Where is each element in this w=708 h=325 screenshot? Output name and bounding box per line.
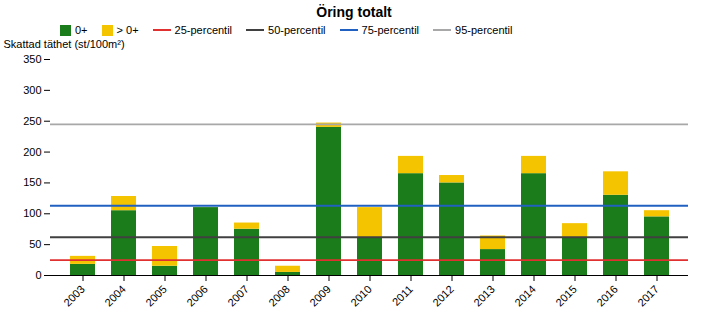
svg-text:2017: 2017 bbox=[635, 283, 661, 309]
svg-text:100: 100 bbox=[23, 207, 41, 219]
svg-text:150: 150 bbox=[23, 176, 41, 188]
html-text:75-percentil: 75-percentil bbox=[361, 24, 419, 36]
html-text:0+: 0+ bbox=[75, 24, 88, 36]
svg-text:2009: 2009 bbox=[307, 283, 333, 309]
svg-text:2012: 2012 bbox=[430, 283, 456, 309]
svg-text:Skattad täthet (st/100m²): Skattad täthet (st/100m²) bbox=[4, 38, 125, 50]
html-text:Öring totalt: Öring totalt bbox=[316, 4, 392, 20]
html-text:> 0+: > 0+ bbox=[116, 24, 139, 36]
svg-text:200: 200 bbox=[23, 146, 41, 158]
svg-text:2005: 2005 bbox=[143, 283, 169, 309]
svg-text:2004: 2004 bbox=[102, 283, 128, 309]
svg-text:2016: 2016 bbox=[594, 283, 620, 309]
html-text:25-percentil: 25-percentil bbox=[174, 24, 233, 36]
svg-text:2013: 2013 bbox=[471, 283, 497, 309]
svg-text:2011: 2011 bbox=[390, 283, 415, 308]
svg-text:2006: 2006 bbox=[184, 283, 210, 309]
svg-text:2008: 2008 bbox=[266, 283, 292, 309]
svg-text:0: 0 bbox=[35, 269, 41, 281]
svg-text:2003: 2003 bbox=[61, 283, 87, 309]
svg-text:250: 250 bbox=[23, 115, 41, 127]
html-text:50-percentil: 50-percentil bbox=[268, 24, 326, 36]
svg-text:300: 300 bbox=[23, 84, 41, 96]
svg-text:2014: 2014 bbox=[512, 283, 538, 309]
svg-text:50: 50 bbox=[29, 238, 41, 250]
svg-text:2015: 2015 bbox=[553, 283, 579, 309]
svg-text:2007: 2007 bbox=[225, 283, 251, 309]
svg-text:350: 350 bbox=[23, 53, 41, 65]
svg-text:2010: 2010 bbox=[348, 283, 374, 309]
html-text:95-percentil: 95-percentil bbox=[455, 24, 513, 36]
